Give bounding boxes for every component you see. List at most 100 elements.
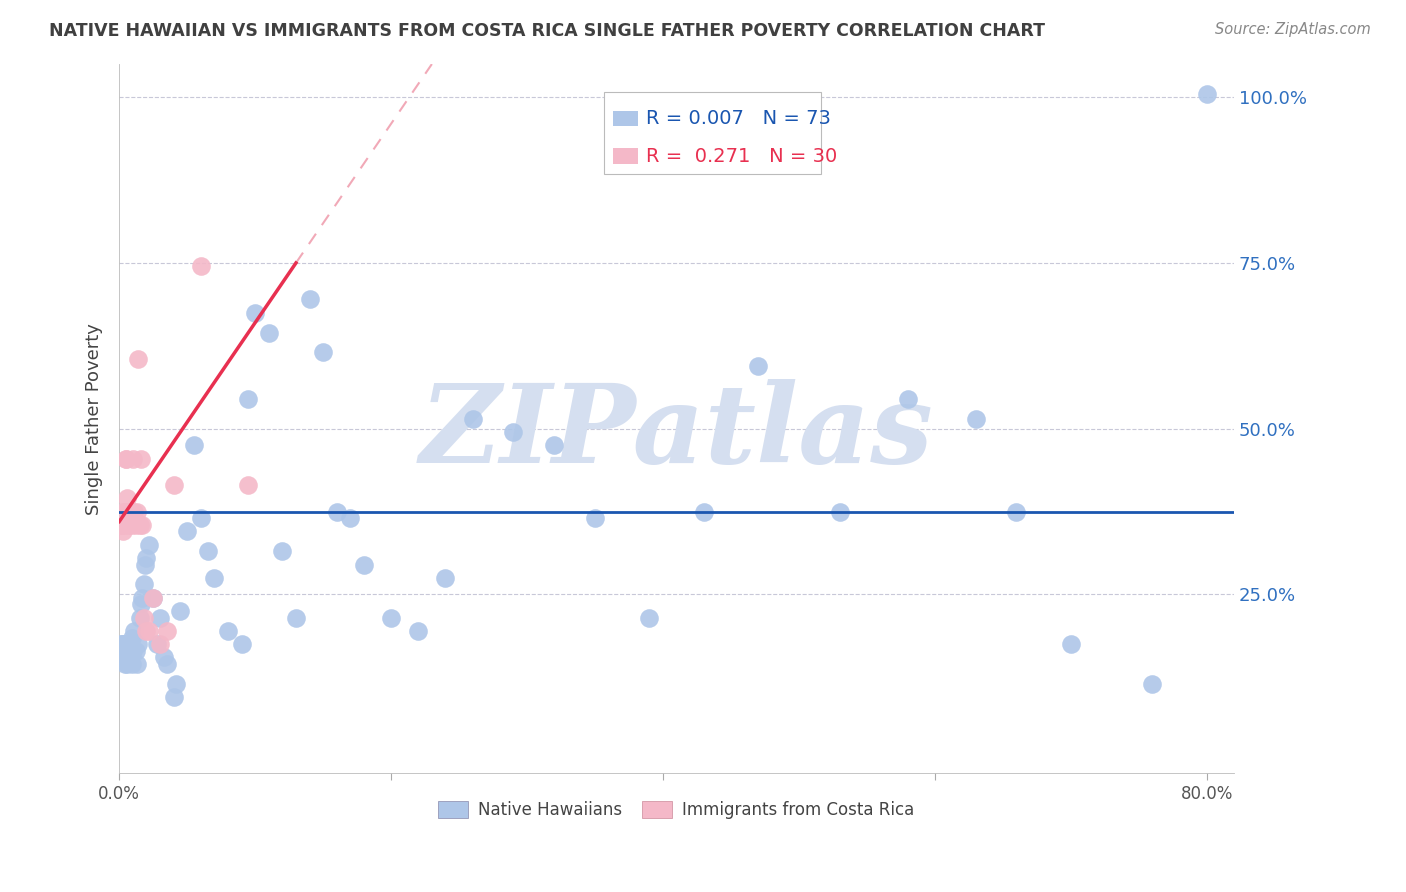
Point [134,558,156,572]
Point [169,604,191,618]
Point [114,650,136,665]
Point [828,504,851,518]
Point [131,517,153,532]
Point [156,624,179,638]
Text: R = 0.007   N = 73: R = 0.007 N = 73 [647,109,831,128]
Point [111,517,134,532]
Point [162,478,184,492]
Point [217,624,239,638]
Y-axis label: Single Father Poverty: Single Father Poverty [86,323,103,515]
Point [129,451,152,466]
Point [111,637,134,651]
Point [129,598,152,612]
FancyBboxPatch shape [613,148,637,164]
Point [153,650,176,665]
Point [543,438,565,452]
Point [408,624,430,638]
Point [156,657,179,671]
Point [146,637,169,651]
Point [135,624,157,638]
Point [112,504,135,518]
Point [339,511,361,525]
Point [149,637,172,651]
Point [114,517,136,532]
Point [112,524,135,539]
Point [1060,637,1083,651]
Point [117,650,139,665]
Point [638,610,661,624]
Point [135,551,157,566]
Point [117,657,139,671]
Point [127,352,149,367]
Point [138,538,160,552]
Point [125,657,148,671]
FancyBboxPatch shape [605,93,821,174]
Point [197,544,219,558]
Point [117,644,139,658]
Point [238,478,260,492]
Point [114,657,136,671]
Point [138,624,160,638]
Point [353,558,375,572]
Point [124,644,146,658]
Point [325,504,347,518]
Point [118,504,141,518]
Text: Source: ZipAtlas.com: Source: ZipAtlas.com [1215,22,1371,37]
Point [121,451,143,466]
Point [121,644,143,658]
Point [124,517,146,532]
Point [132,610,155,624]
Point [243,306,266,320]
Point [149,610,172,624]
Point [1195,87,1218,101]
Point [118,517,141,532]
Text: R =  0.271   N = 30: R = 0.271 N = 30 [647,146,838,166]
Point [132,577,155,591]
Point [112,650,135,665]
Point [110,637,132,651]
Point [434,571,457,585]
Point [125,504,148,518]
Point [121,657,143,671]
Point [122,504,145,518]
Point [120,637,142,651]
Point [131,591,153,605]
Point [183,438,205,452]
Point [965,411,987,425]
Point [115,451,138,466]
Point [284,610,307,624]
Point [202,571,225,585]
Point [114,504,136,518]
Point [115,644,138,658]
Point [142,591,165,605]
Point [162,690,184,705]
Point [693,504,716,518]
Point [110,517,132,532]
Point [122,624,145,638]
Point [298,293,321,307]
Point [165,677,187,691]
Point [897,392,920,406]
Point [583,511,606,525]
Legend: Native Hawaiians, Immigrants from Costa Rica: Native Hawaiians, Immigrants from Costa … [432,794,921,825]
Point [118,650,141,665]
Point [118,644,141,658]
Point [142,591,165,605]
Point [115,637,138,651]
Text: NATIVE HAWAIIAN VS IMMIGRANTS FROM COSTA RICA SINGLE FATHER POVERTY CORRELATION : NATIVE HAWAIIAN VS IMMIGRANTS FROM COSTA… [49,22,1045,40]
Point [502,425,524,439]
FancyBboxPatch shape [613,111,637,127]
Point [120,504,142,518]
Point [461,411,484,425]
Point [190,511,212,525]
Text: ZIPatlas: ZIPatlas [419,379,934,487]
Point [128,517,150,532]
Point [238,392,260,406]
Point [112,637,135,651]
Point [128,610,150,624]
Point [271,544,294,558]
Point [115,451,138,466]
Point [312,345,335,359]
Point [120,644,142,658]
Point [120,650,142,665]
